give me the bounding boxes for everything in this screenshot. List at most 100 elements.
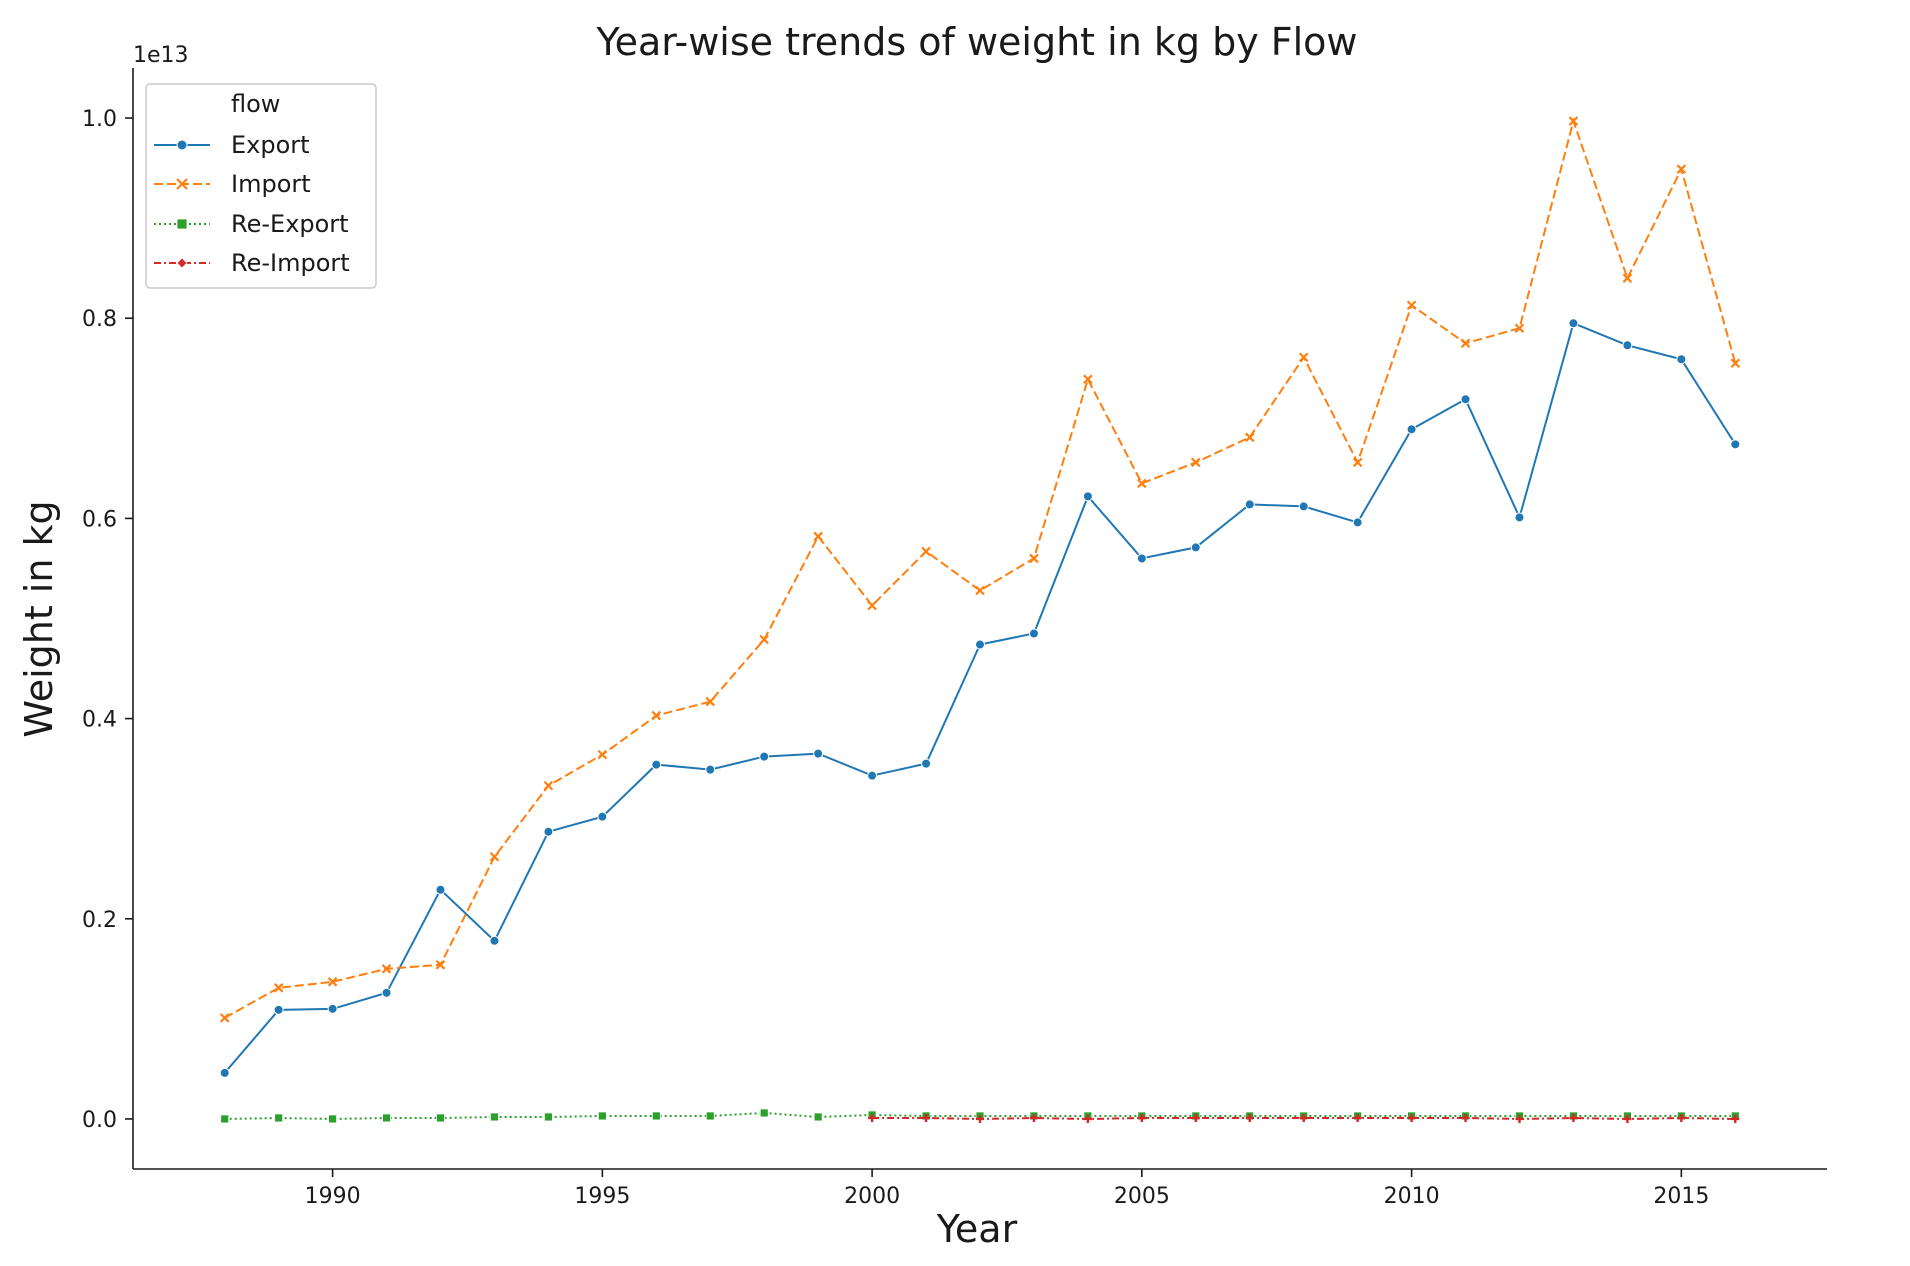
data-point	[382, 1113, 391, 1123]
data-point	[436, 1113, 445, 1123]
x-tick-label: 2005	[1114, 1184, 1170, 1209]
data-point	[543, 826, 554, 837]
data-point	[813, 1112, 823, 1122]
data-point	[489, 935, 500, 946]
data-point	[1244, 499, 1255, 510]
data-point	[1730, 358, 1741, 369]
data-point	[1191, 1113, 1200, 1122]
data-point	[1191, 457, 1201, 468]
data-point	[1352, 517, 1363, 528]
y-scale-offset-label: 1e13	[133, 43, 189, 68]
data-point	[327, 1003, 338, 1014]
legend-item: Re-Import	[154, 249, 350, 277]
data-point	[219, 1013, 230, 1023]
legend-label: Import	[231, 170, 311, 198]
data-point	[1515, 1114, 1524, 1123]
data-point	[1622, 273, 1633, 283]
data-point	[490, 1112, 499, 1122]
chart-title: Year-wise trends of weight in kg by Flow	[595, 20, 1357, 64]
data-point	[1623, 1114, 1632, 1123]
data-point	[813, 748, 824, 759]
data-point	[1137, 1113, 1146, 1122]
data-point	[176, 257, 188, 269]
data-point	[435, 960, 446, 970]
legend-label: Export	[231, 131, 310, 159]
data-point	[867, 600, 877, 611]
data-point	[1136, 553, 1147, 564]
legend-item: Import	[154, 170, 311, 198]
y-tick-label: 0.2	[82, 908, 117, 933]
data-point	[759, 1108, 769, 1118]
data-point	[1029, 553, 1039, 564]
data-point	[273, 1004, 284, 1015]
data-point	[651, 710, 662, 721]
legend: flow Export Import Re-Export Re-Import	[145, 83, 377, 289]
data-point	[1568, 318, 1579, 329]
y-tick-label: 0.4	[82, 708, 117, 733]
data-point	[1569, 1113, 1578, 1122]
data-point	[975, 639, 985, 650]
data-point	[489, 851, 500, 862]
data-point	[1298, 352, 1309, 363]
data-point	[1245, 1113, 1254, 1122]
data-point	[651, 1111, 661, 1121]
data-point	[176, 218, 188, 230]
data-point	[921, 758, 932, 769]
data-point	[759, 634, 769, 645]
data-point	[1082, 491, 1093, 502]
data-point	[813, 531, 823, 542]
data-point	[1677, 1113, 1686, 1122]
data-point	[1461, 1113, 1470, 1122]
data-point	[1244, 432, 1255, 443]
x-tick-label: 2010	[1384, 1184, 1440, 1209]
data-point	[921, 546, 931, 557]
data-point	[759, 751, 770, 762]
data-point	[274, 1113, 284, 1123]
data-point	[975, 585, 985, 596]
x-tick-label: 2015	[1653, 1184, 1709, 1209]
y-tick-label: 0.0	[82, 1108, 117, 1133]
data-point	[1299, 1113, 1308, 1122]
y-axis-label: Weight in kg	[17, 500, 61, 737]
x-axis-label: Year	[936, 1207, 1018, 1251]
legend-items: Export Import Re-Export Re-Import	[154, 131, 350, 277]
data-point	[1568, 116, 1579, 126]
data-point	[273, 983, 284, 993]
data-point	[176, 139, 188, 151]
data-point	[1137, 478, 1147, 489]
data-point	[705, 764, 716, 775]
y-tick-label: 1.0	[82, 107, 117, 132]
data-point	[922, 1113, 931, 1122]
legend-title: flow	[231, 90, 280, 118]
data-point	[328, 1114, 338, 1124]
data-point	[435, 884, 446, 895]
plot-area: 1990 1995 2000 2005 2010 2015 0.0 0.2 0.4 0.6 0.8 1…	[82, 68, 1827, 1209]
data-point	[1028, 628, 1039, 639]
data-point	[868, 1113, 877, 1122]
data-point	[1083, 1114, 1092, 1123]
data-point	[1622, 340, 1633, 351]
series-import	[219, 116, 1741, 1023]
data-point	[597, 811, 608, 822]
data-point	[867, 770, 878, 781]
data-point	[597, 749, 608, 760]
data-point	[1083, 374, 1093, 385]
data-point	[651, 759, 662, 770]
legend-label: Re-Import	[231, 249, 350, 277]
data-point	[1514, 512, 1525, 523]
y-tick-label: 0.6	[82, 507, 117, 532]
data-point	[1406, 424, 1417, 435]
data-point	[1407, 1113, 1416, 1122]
data-point	[220, 1114, 230, 1124]
legend-label: Re-Export	[231, 210, 349, 238]
data-point	[1460, 338, 1471, 349]
data-point	[381, 964, 392, 974]
series-re-import	[868, 1113, 1740, 1123]
data-point	[327, 977, 338, 987]
data-point	[1514, 323, 1525, 334]
data-point	[705, 1111, 715, 1121]
series-line	[224, 117, 1737, 1019]
x-tick-label: 2000	[844, 1184, 900, 1209]
x-tick-label: 1995	[574, 1184, 630, 1209]
